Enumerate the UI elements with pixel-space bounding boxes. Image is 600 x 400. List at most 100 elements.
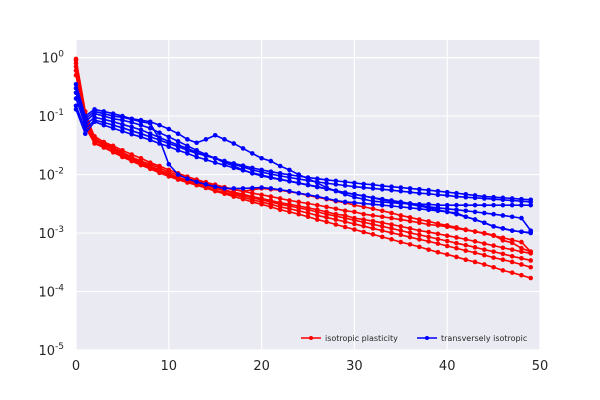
data-point (250, 165, 255, 171)
data-point (231, 141, 237, 146)
data-point (120, 128, 125, 134)
data-point (314, 194, 320, 199)
y-tick-exponent: -3 (55, 225, 64, 235)
data-point (185, 137, 190, 142)
data-point (379, 202, 385, 208)
data-point (426, 239, 431, 244)
data-point (314, 209, 320, 215)
data-point (389, 210, 394, 216)
data-point (231, 194, 237, 199)
data-point (500, 195, 506, 201)
data-point (231, 161, 237, 166)
data-point (185, 176, 190, 181)
data-point (147, 164, 153, 170)
data-point (138, 127, 144, 133)
data-point (370, 218, 376, 224)
data-point (463, 237, 469, 242)
data-point (361, 181, 366, 187)
data-point (147, 131, 153, 136)
data-point (342, 224, 348, 230)
data-point (287, 178, 292, 184)
data-point (352, 180, 357, 186)
data-point (472, 250, 478, 256)
y-tick-base: 10 (38, 169, 55, 184)
data-point (138, 119, 144, 125)
data-point (500, 226, 506, 231)
data-point (407, 205, 413, 211)
data-point (528, 251, 534, 256)
data-point (296, 180, 302, 186)
data-point (379, 214, 385, 220)
data-point (519, 272, 524, 278)
data-point (110, 125, 116, 131)
data-point (194, 140, 199, 146)
data-point (342, 215, 348, 221)
data-point (110, 150, 116, 155)
legend-marker-isotropic-plasticity (309, 336, 313, 340)
data-point (454, 245, 459, 251)
data-point (314, 184, 320, 190)
data-point (333, 213, 339, 219)
data-point (491, 224, 496, 229)
data-point (92, 119, 97, 125)
data-point (370, 195, 376, 201)
data-point (324, 211, 329, 217)
data-point (426, 234, 431, 240)
data-point (519, 262, 524, 267)
data-point (407, 234, 413, 240)
data-point (175, 148, 181, 153)
x-tick-label: 0 (72, 359, 80, 374)
data-point (482, 247, 487, 252)
data-point (491, 211, 496, 217)
data-point (454, 190, 459, 196)
data-point (185, 179, 190, 185)
data-point (528, 202, 534, 208)
data-point (222, 137, 227, 142)
data-point (435, 188, 441, 194)
data-point (361, 193, 366, 199)
data-point (454, 254, 459, 260)
data-point (287, 172, 292, 178)
data-point (500, 268, 506, 273)
data-point (407, 189, 413, 195)
data-point (482, 194, 487, 199)
data-point (324, 215, 329, 220)
data-point (361, 204, 366, 210)
data-point (417, 244, 422, 250)
data-point (110, 146, 116, 151)
y-tick-base: 10 (42, 52, 59, 67)
data-point (463, 257, 469, 263)
data-point (389, 198, 394, 203)
data-point (175, 139, 181, 144)
data-point (268, 204, 274, 210)
data-point (379, 208, 385, 214)
data-point (491, 194, 496, 200)
data-point (361, 219, 366, 225)
data-point (482, 202, 487, 208)
data-point (120, 151, 125, 156)
data-point (444, 223, 450, 228)
data-point (305, 182, 311, 188)
data-point (259, 202, 264, 207)
data-point (268, 186, 274, 191)
data-point (435, 205, 441, 211)
data-point (240, 163, 246, 168)
data-point (194, 179, 199, 185)
data-point (491, 233, 496, 239)
data-point (250, 185, 255, 191)
y-tick-base: 10 (38, 344, 55, 359)
data-point (333, 188, 339, 193)
data-point (389, 226, 394, 231)
data-point (500, 202, 506, 208)
data-point (509, 247, 515, 252)
data-point (370, 202, 376, 207)
data-point (389, 203, 394, 209)
data-point (509, 228, 515, 233)
data-point (472, 259, 478, 265)
data-point (333, 217, 339, 222)
data-point (528, 275, 534, 281)
data-point (407, 201, 413, 206)
data-point (259, 192, 264, 198)
data-point (426, 219, 431, 224)
